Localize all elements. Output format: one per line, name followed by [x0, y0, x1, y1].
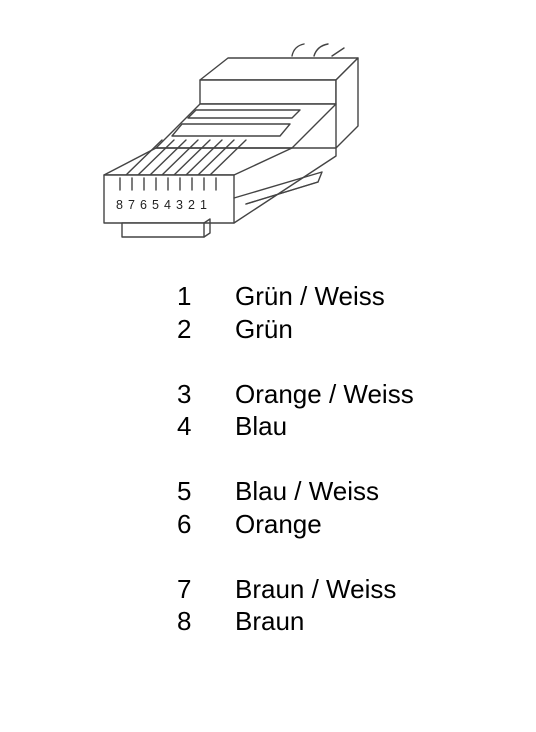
pin-slots [119, 177, 217, 191]
top-block-front [199, 79, 337, 105]
pin-label: 1 [200, 198, 207, 212]
pinout-row: 4 Blau [170, 410, 470, 443]
side-edge [233, 147, 337, 224]
contact-ridge [173, 139, 211, 176]
rj45-connector-drawing: 8 7 6 5 4 3 2 1 [96, 38, 366, 243]
wire-color: Blau / Weiss [235, 476, 380, 506]
pinout-row: 2 Grün [170, 313, 470, 346]
pin-label: 2 [188, 198, 195, 212]
pin-number: 1 [177, 281, 192, 311]
contact-ridge [125, 139, 163, 176]
pin-label: 4 [164, 198, 171, 212]
middle-slot [171, 123, 291, 137]
pin-label: 5 [152, 198, 159, 212]
pinout-row: 6 Orange [170, 508, 470, 541]
top-block-face [199, 57, 359, 81]
pin-number: 4 [177, 411, 192, 441]
pin-number: 6 [177, 508, 192, 539]
pinout-row: 8 Braun [170, 605, 470, 638]
wire-color: Blau [235, 411, 288, 441]
top-slot [187, 109, 301, 119]
contact-ridge [149, 139, 187, 176]
contact-ridge [137, 139, 175, 176]
pinout-row: 5 Blau / Weiss [170, 475, 470, 508]
wire-color: Grün / Weiss [235, 281, 385, 311]
pin-number: 2 [177, 313, 192, 344]
pin-number: 8 [177, 606, 192, 636]
pin-label: 7 [128, 198, 135, 212]
wire-color: Grün [235, 313, 293, 344]
contact-ridge [161, 139, 199, 176]
right-side [335, 57, 359, 149]
pinout-row: 7 Braun / Weiss [170, 573, 470, 606]
contact-ridge [197, 139, 235, 176]
wire-color: Braun [235, 606, 305, 636]
cable-strand [331, 47, 345, 57]
bottom-tab [121, 222, 205, 238]
pinout-list: 1 Grün / Weiss 2 Grün 3 Orange / Weiss 4… [170, 280, 470, 638]
contact-ridge [209, 139, 247, 176]
wire-color: Orange / Weiss [235, 378, 414, 409]
pin-number: 5 [177, 476, 192, 506]
pin-number: 3 [177, 378, 192, 409]
pin-label: 3 [176, 198, 183, 212]
pin-label: 6 [140, 198, 147, 212]
pin-label: 8 [116, 198, 123, 212]
bottom-tab-side [203, 218, 211, 238]
pinout-row: 3 Orange / Weiss [170, 378, 470, 411]
rj45-connector-icon: 8 7 6 5 4 3 2 1 [103, 43, 359, 238]
pin-number: 7 [177, 573, 192, 604]
cable-strand [313, 43, 329, 57]
front-face [103, 174, 235, 224]
latch-edge [245, 181, 319, 205]
wire-color: Orange [235, 508, 322, 539]
pinout-row: 1 Grün / Weiss [170, 280, 470, 313]
cable-strand [291, 43, 305, 57]
latch [233, 171, 323, 205]
contact-ridge [185, 139, 223, 176]
wire-color: Braun / Weiss [235, 573, 397, 604]
